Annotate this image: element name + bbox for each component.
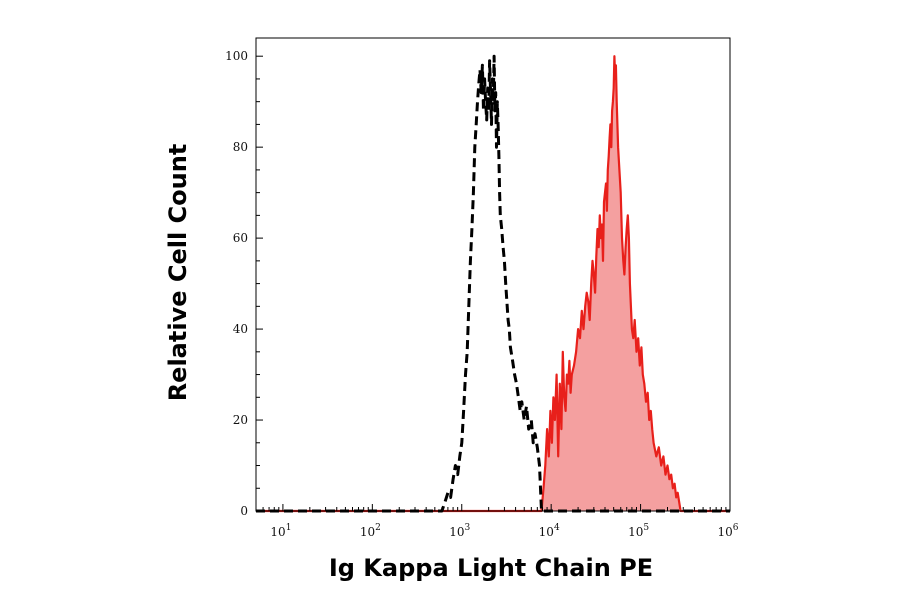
x-tick-label: 105 [628, 523, 649, 539]
y-tick-label: 100 [225, 49, 248, 63]
plot-frame [255, 37, 731, 512]
x-tick-label: 101 [270, 523, 291, 539]
histogram-line-layer [256, 54, 730, 513]
histogram-fill-layer [256, 56, 730, 511]
x-tick-label: 103 [449, 523, 470, 539]
y-tick-label: 20 [233, 413, 248, 427]
y-tick-label: 60 [233, 231, 248, 245]
series-0-line [256, 54, 730, 513]
y-tick-label: 0 [240, 504, 248, 518]
x-tick-label: 104 [539, 523, 560, 539]
x-tick-label: 106 [717, 523, 738, 539]
series-1-fill [256, 56, 730, 511]
x-tick-label: 102 [360, 523, 381, 539]
y-tick-label: 40 [233, 322, 248, 336]
series-1-line [256, 55, 730, 513]
y-tick-label: 80 [233, 140, 248, 154]
y-axis-title: Relative Cell Count [164, 144, 192, 402]
y-axis: 0 20 40 60 80 100 [225, 49, 263, 518]
x-axis-title: Ig Kappa Light Chain PE [329, 554, 653, 582]
x-axis: 101 102 103 104 105 106 [255, 504, 739, 539]
